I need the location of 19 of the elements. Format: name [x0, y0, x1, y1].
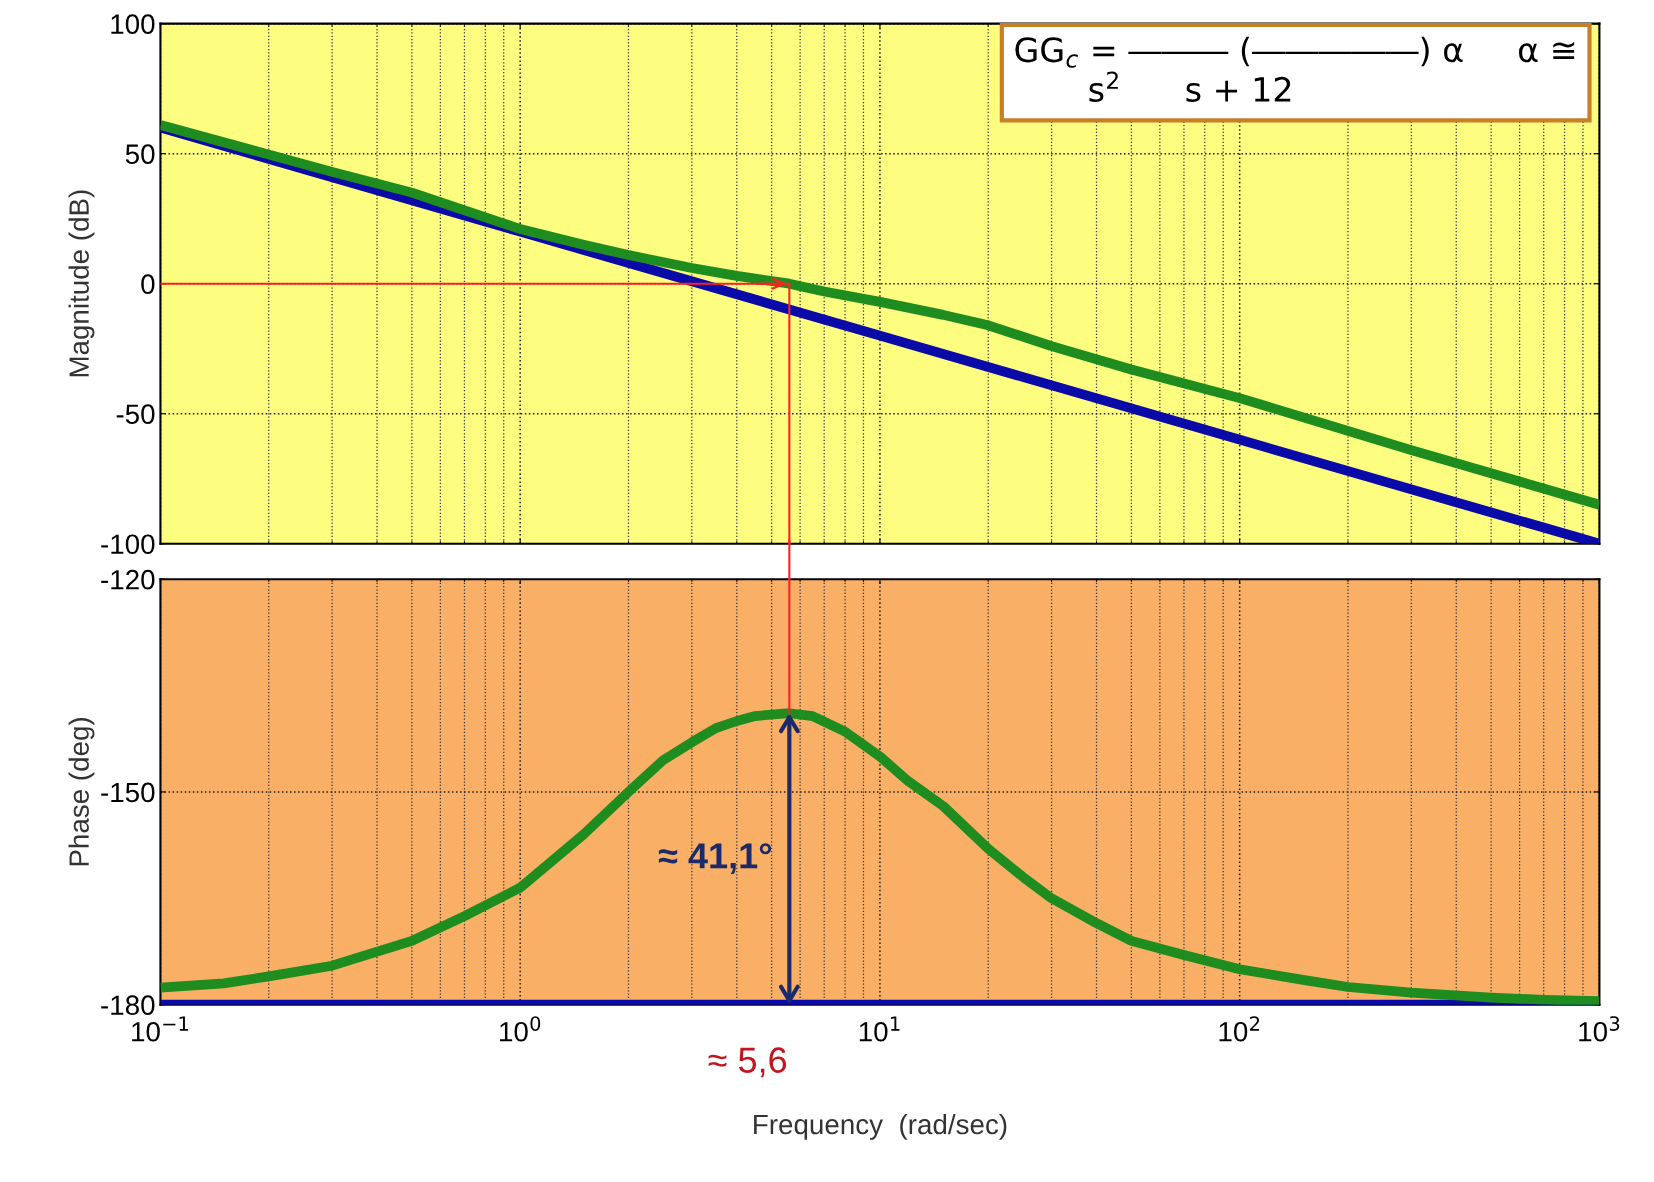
x-tick-label: 10$^{0}$	[500, 1016, 541, 1042]
y-axis-title: Phase (deg)	[68, 718, 95, 866]
annotation: ≈ 41,1°	[658, 843, 772, 874]
y-tick-label: 0	[141, 274, 155, 295]
y-tick-label: 100	[111, 14, 155, 34]
annotation: ≈ 5,6	[708, 1047, 787, 1078]
y-tick-label: 50	[125, 144, 155, 164]
x-tick-label: 10$^{2}$	[1219, 1016, 1260, 1042]
x-axis-title: Frequency (rad/sec)	[754, 1113, 1007, 1140]
y-axis-title: Magnitude (dB)	[68, 190, 95, 377]
x-tick-label: 10$^{1}$	[859, 1016, 900, 1042]
x-tick-label: 10$^{−1}$	[132, 1016, 189, 1042]
x-tick-label: 10$^{3}$	[1579, 1016, 1620, 1042]
y-tick-label: -50	[116, 404, 155, 425]
y-tick-label: -180	[101, 995, 155, 1016]
y-tick-label: -100	[101, 534, 155, 555]
y-tick-label: -120	[101, 569, 155, 590]
y-tick-label: -150	[101, 782, 155, 803]
text: GG$_{c}$ = ――― (―――――) α α ≅ s$^{2}$ s + 12	[1015, 36, 1575, 103]
